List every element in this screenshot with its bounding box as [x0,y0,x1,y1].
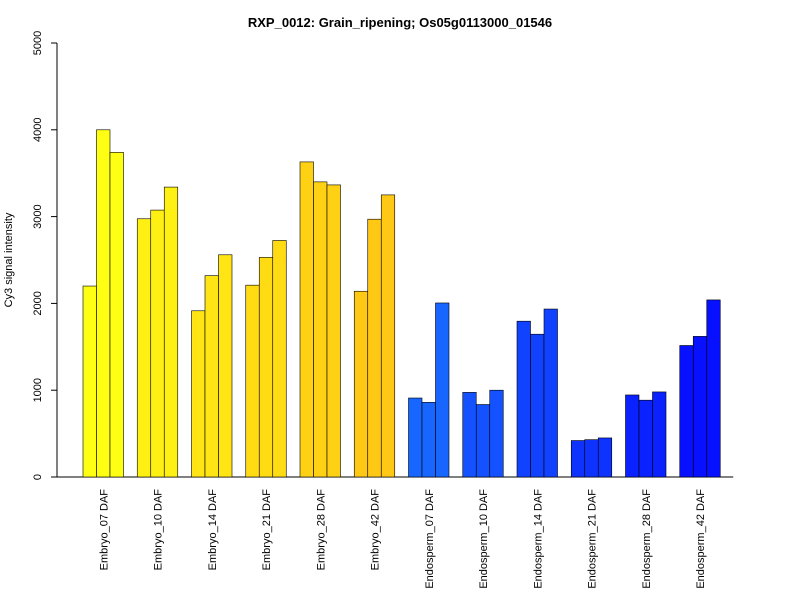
bar [625,394,640,478]
bar [475,404,491,478]
bar [692,336,708,478]
bar [326,184,341,478]
y-tick-label: 0 [32,474,44,480]
bar [150,209,165,478]
bar [380,194,396,478]
y-tick-label: 5000 [32,31,44,55]
bars [82,129,721,478]
bar [204,275,219,478]
bar [96,129,111,478]
y-tick-label: 2000 [32,291,44,315]
bar [652,391,667,478]
bar [367,218,382,478]
bar [489,389,504,478]
bar [109,152,124,478]
x-tick-label: Endosperm_42 DAF [695,489,707,589]
bar [638,399,653,478]
bar [706,299,721,478]
bar [530,333,545,478]
y-axis: 0 1000 2000 3000 4000 5000 [32,31,58,480]
bar [679,345,694,478]
chart-title: RXP_0012: Grain_ripening; Os05g0113000_0… [248,15,552,30]
bar [218,254,233,478]
bar [570,440,586,478]
bar [543,308,558,478]
bar [462,392,477,478]
bar [136,218,152,478]
x-tick-labels: Embryo_07 DAF Embryo_10 DAF Embryo_14 DAF E… [98,489,707,589]
bar [597,437,613,478]
bar [299,161,314,478]
bar [272,240,287,478]
x-tick-label: Embryo_21 DAF [261,489,273,571]
x-tick-label: Endosperm_14 DAF [532,489,544,589]
y-tick-label: 3000 [32,204,44,228]
x-tick-label: Endosperm_28 DAF [641,489,653,589]
bar [353,290,369,478]
bar [82,285,97,478]
bar [313,181,328,478]
bar [516,320,531,478]
bar [408,397,423,478]
x-tick-label: Endosperm_21 DAF [587,489,599,589]
bar [435,302,450,478]
x-tick-label: Embryo_42 DAF [370,489,382,571]
x-tick-label: Endosperm_10 DAF [478,489,490,589]
x-tick-label: Embryo_10 DAF [153,489,165,571]
bar [163,186,179,478]
y-axis-label: Cy3 signal intensity [3,212,15,307]
bar [584,439,599,478]
bar [245,284,260,478]
bar [191,310,206,478]
x-tick-label: Embryo_07 DAF [98,489,110,571]
x-tick-label: Embryo_28 DAF [315,489,327,571]
bar [421,402,436,478]
x-tick-label: Embryo_14 DAF [207,489,219,571]
bar [258,257,274,478]
y-tick-label: 1000 [32,378,44,402]
x-tick-label: Endosperm_07 DAF [424,489,436,589]
y-tick-label: 4000 [32,118,44,142]
